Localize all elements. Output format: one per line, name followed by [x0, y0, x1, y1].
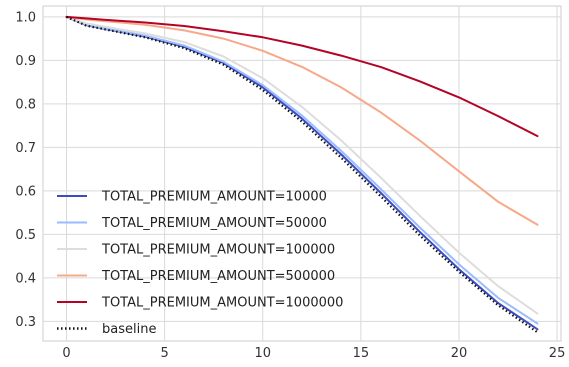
series-line-2	[65, 15, 539, 315]
y-tick-label: 0.8	[15, 97, 36, 112]
y-tick-label: 0.3	[15, 315, 36, 330]
y-tick-label: 0.9	[15, 54, 36, 69]
series-line-3	[65, 15, 539, 226]
legend-label-0: TOTAL_PREMIUM_AMOUNT=10000	[101, 190, 327, 205]
x-tick-label: 15	[353, 346, 370, 361]
x-tick-label: 0	[62, 346, 70, 361]
series-line-4	[65, 15, 539, 138]
series-line-1	[65, 15, 539, 325]
legend-label-3: TOTAL_PREMIUM_AMOUNT=500000	[101, 269, 335, 284]
x-tick-label: 25	[549, 346, 566, 361]
x-tick-label: 5	[161, 346, 169, 361]
y-tick-label: 0.4	[15, 271, 36, 286]
y-tick-label: 0.6	[15, 184, 36, 199]
x-tick-label: 10	[254, 346, 271, 361]
y-tick-label: 1.0	[15, 10, 36, 25]
y-tick-label: 0.5	[15, 228, 36, 243]
legend-label-4: TOTAL_PREMIUM_AMOUNT=1000000	[101, 296, 343, 311]
grid	[43, 6, 561, 341]
tick-labels: 0 5 10 15 20 25 0.3 0.4 0.5 0.6 0.7 0.8 0.9 1.0	[15, 10, 565, 361]
x-tick-label: 20	[451, 346, 468, 361]
series-line-5	[66, 15, 539, 334]
legend-label-2: TOTAL_PREMIUM_AMOUNT=100000	[101, 243, 335, 258]
plot-area	[42, 5, 562, 342]
series-lines	[65, 15, 539, 334]
legend: TOTAL_PREMIUM_AMOUNT=10000 TOTAL_PREMIUM_…	[57, 190, 343, 337]
legend-label-5: baseline	[102, 322, 156, 337]
y-tick-label: 0.7	[15, 141, 36, 156]
legend-label-1: TOTAL_PREMIUM_AMOUNT=50000	[101, 216, 327, 231]
